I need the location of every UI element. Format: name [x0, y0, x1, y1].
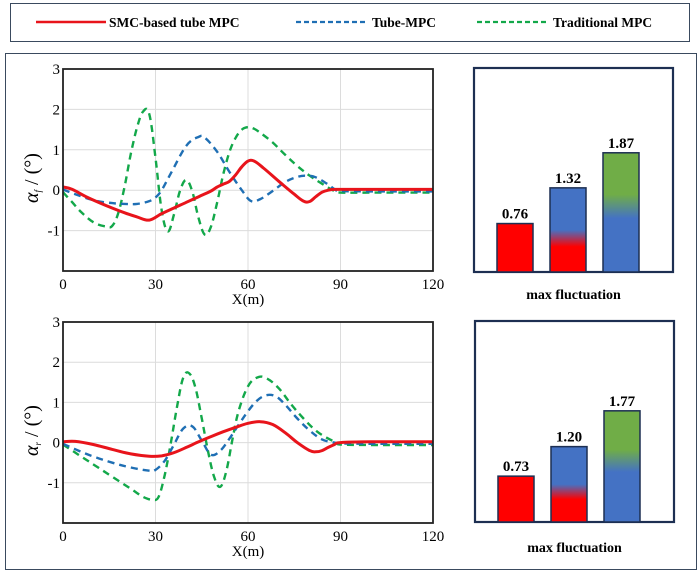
y-tick-label: 0	[53, 183, 61, 199]
x-axis-label: X(m)	[232, 544, 265, 560]
legend: SMC-based tube MPC Tube-MPC Traditional …	[36, 15, 652, 30]
rear-max-fluctuation-chart: 0.73 1.20 1.77 max fluctuation	[473, 319, 676, 556]
series-line-smc-based-tube-mpc	[62, 420, 434, 458]
legend-entry-tube: Tube-MPC	[296, 15, 436, 30]
y-axis-label: αr / (°)	[21, 405, 43, 456]
y-axis-label: αf / (°)	[21, 153, 43, 203]
y-tick-label: -1	[48, 476, 61, 492]
bar-traditional-mpc	[602, 152, 640, 273]
y-tick-label: 1	[53, 395, 61, 411]
y-axis-label-unit: / (°)	[21, 153, 43, 190]
series-line-tube-mpc	[62, 134, 433, 206]
x-tick-label: 120	[422, 529, 445, 545]
plot-axes-box	[62, 321, 434, 524]
legend-entry-smc: SMC-based tube MPC	[36, 15, 240, 30]
legend-label-traditional: Traditional MPC	[553, 15, 652, 30]
bar-traditional-mpc	[603, 410, 641, 523]
x-axis-label: X(m)	[232, 292, 265, 308]
bar-value-label: 1.32	[555, 171, 581, 187]
bar-tube-mpc	[550, 445, 588, 523]
y-tick-label: 1	[53, 143, 61, 159]
series-line-tube-mpc	[62, 393, 433, 473]
bar-value-label: 1.77	[609, 394, 636, 410]
x-tick-label: 0	[59, 529, 67, 545]
front-max-fluctuation-chart: 0.76 1.32 1.87 max fluctuation	[472, 66, 675, 303]
x-tick-label: 90	[333, 277, 348, 293]
legend-box	[10, 3, 690, 42]
series-group	[62, 371, 434, 502]
series-line-smc-based-tube-mpc	[62, 158, 433, 222]
bar-value-label: 0.76	[502, 207, 529, 223]
y-tick-label: 0	[53, 436, 61, 452]
y-tick-label: 2	[53, 102, 61, 118]
y-axis-label-subscript: r	[33, 441, 43, 445]
x-tick-label: 30	[148, 277, 163, 293]
bar-chart-label: max fluctuation	[526, 288, 621, 303]
tick-labels: 0 30 60 90 120 3 2 1 0 -1	[48, 315, 445, 545]
bars-group: 0.73 1.20 1.77	[497, 394, 641, 523]
series-line-traditional-mpc	[62, 107, 433, 237]
x-tick-label: 60	[241, 277, 256, 293]
bar-smc-based-tube-mpc	[497, 475, 535, 523]
rear-sideslip-chart: 0 30 60 90 120 3 2 1 0 -1 X(m) αr / (°)	[21, 315, 444, 560]
x-tick-label: 120	[422, 277, 445, 293]
series-line-traditional-mpc	[62, 371, 433, 502]
bar-smc-based-tube-mpc	[496, 222, 534, 273]
y-tick-label: 3	[53, 62, 61, 78]
bar-tube-mpc	[549, 187, 587, 273]
grid	[63, 69, 433, 271]
x-tick-label: 30	[148, 529, 163, 545]
plot-axes-box	[62, 68, 434, 272]
bar-value-label: 1.87	[608, 136, 635, 152]
legend-label-smc: SMC-based tube MPC	[109, 15, 240, 30]
series-group	[62, 107, 433, 237]
front-sideslip-chart: 0 30 60 90 120 3 2 1 0 -1 X(m) αf / (°)	[21, 62, 444, 308]
legend-entry-traditional: Traditional MPC	[477, 15, 652, 30]
x-tick-label: 90	[333, 529, 348, 545]
legend-label-tube: Tube-MPC	[372, 15, 436, 30]
y-tick-label: 3	[53, 315, 61, 331]
tick-labels: 0 30 60 90 120 3 2 1 0 -1	[48, 62, 445, 293]
x-tick-label: 0	[59, 277, 67, 293]
y-axis-label-symbol: α	[21, 192, 43, 203]
y-axis-label-symbol: α	[21, 445, 43, 456]
x-tick-label: 60	[241, 529, 256, 545]
y-axis-label-subscript: f	[33, 188, 43, 192]
bar-value-label: 1.20	[556, 430, 582, 446]
bars-group: 0.76 1.32 1.87	[496, 136, 640, 273]
y-tick-label: -1	[48, 224, 61, 240]
bar-chart-label: max fluctuation	[527, 541, 622, 556]
y-axis-label-unit: / (°)	[21, 405, 43, 442]
bar-value-label: 0.73	[503, 459, 529, 475]
y-tick-label: 2	[53, 355, 61, 371]
